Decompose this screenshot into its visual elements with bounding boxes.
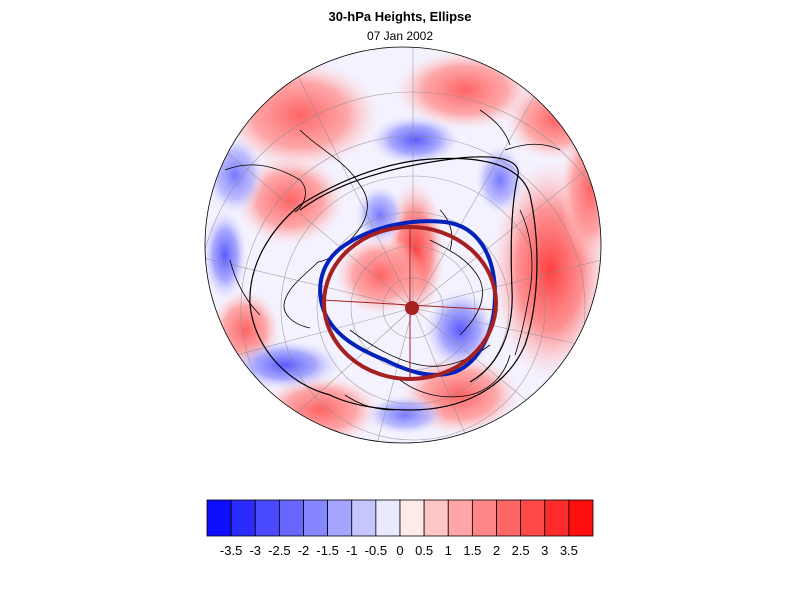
colorbar-box — [375, 499, 401, 537]
colorbar-tick-label: -0.5 — [365, 543, 387, 558]
height-contours — [249, 156, 538, 411]
colorbar-tick-label: -1 — [346, 543, 358, 558]
colorbar-tick-label: 2 — [493, 543, 500, 558]
colorbar-box — [520, 499, 546, 537]
colorbar-box — [206, 499, 232, 537]
ellipse-center-marker — [405, 301, 419, 315]
colorbar-tick-label: 3 — [541, 543, 548, 558]
chart-subtitle: 07 Jan 2002 — [366, 29, 434, 43]
colorbar-box — [496, 499, 522, 537]
height-anomaly-field — [205, 47, 601, 443]
colorbar-tick-label: -3 — [249, 543, 261, 558]
chart-title: 30-hPa Heights, Ellipse — [328, 9, 472, 24]
colorbar-tick-label: 1 — [445, 543, 452, 558]
colorbar-box — [303, 499, 329, 537]
colorbar-box — [544, 499, 570, 537]
colorbar-box — [423, 499, 449, 537]
coastlines — [224, 109, 561, 411]
colorbar-tick-label: 3.5 — [560, 543, 578, 558]
colorbar-tick-label: -2.5 — [268, 543, 290, 558]
colorbar-box — [568, 499, 594, 537]
colorbar-tick-label: 0.5 — [415, 543, 433, 558]
map-boundary — [204, 46, 602, 444]
colorbar-boxes — [206, 499, 594, 537]
colorbar-box — [399, 499, 425, 537]
colorbar-tick-label: 1.5 — [463, 543, 481, 558]
colorbar-tick-label: -1.5 — [316, 543, 338, 558]
colorbar-tick-label: 0 — [396, 543, 403, 558]
colorbar-box — [230, 499, 256, 537]
colorbar-tick-label: -2 — [298, 543, 310, 558]
colorbar-tick-labels: -3.5 -3 -2.5 -2 -1.5 -1 -0.5 0 0.5 1 1.5 2 2.5 3 3.5 — [220, 543, 578, 558]
observed-vortex-edge — [318, 219, 498, 377]
colorbar-box — [327, 499, 353, 537]
colorbar-tick-label: 2.5 — [512, 543, 530, 558]
colorbar-box — [254, 499, 280, 537]
colorbar-box — [447, 499, 473, 537]
colorbar-tick-label: -3.5 — [220, 543, 242, 558]
colorbar-box — [351, 499, 377, 537]
fitted-ellipse — [321, 225, 499, 381]
colorbar-box — [278, 499, 304, 537]
colorbar-box — [471, 499, 497, 537]
